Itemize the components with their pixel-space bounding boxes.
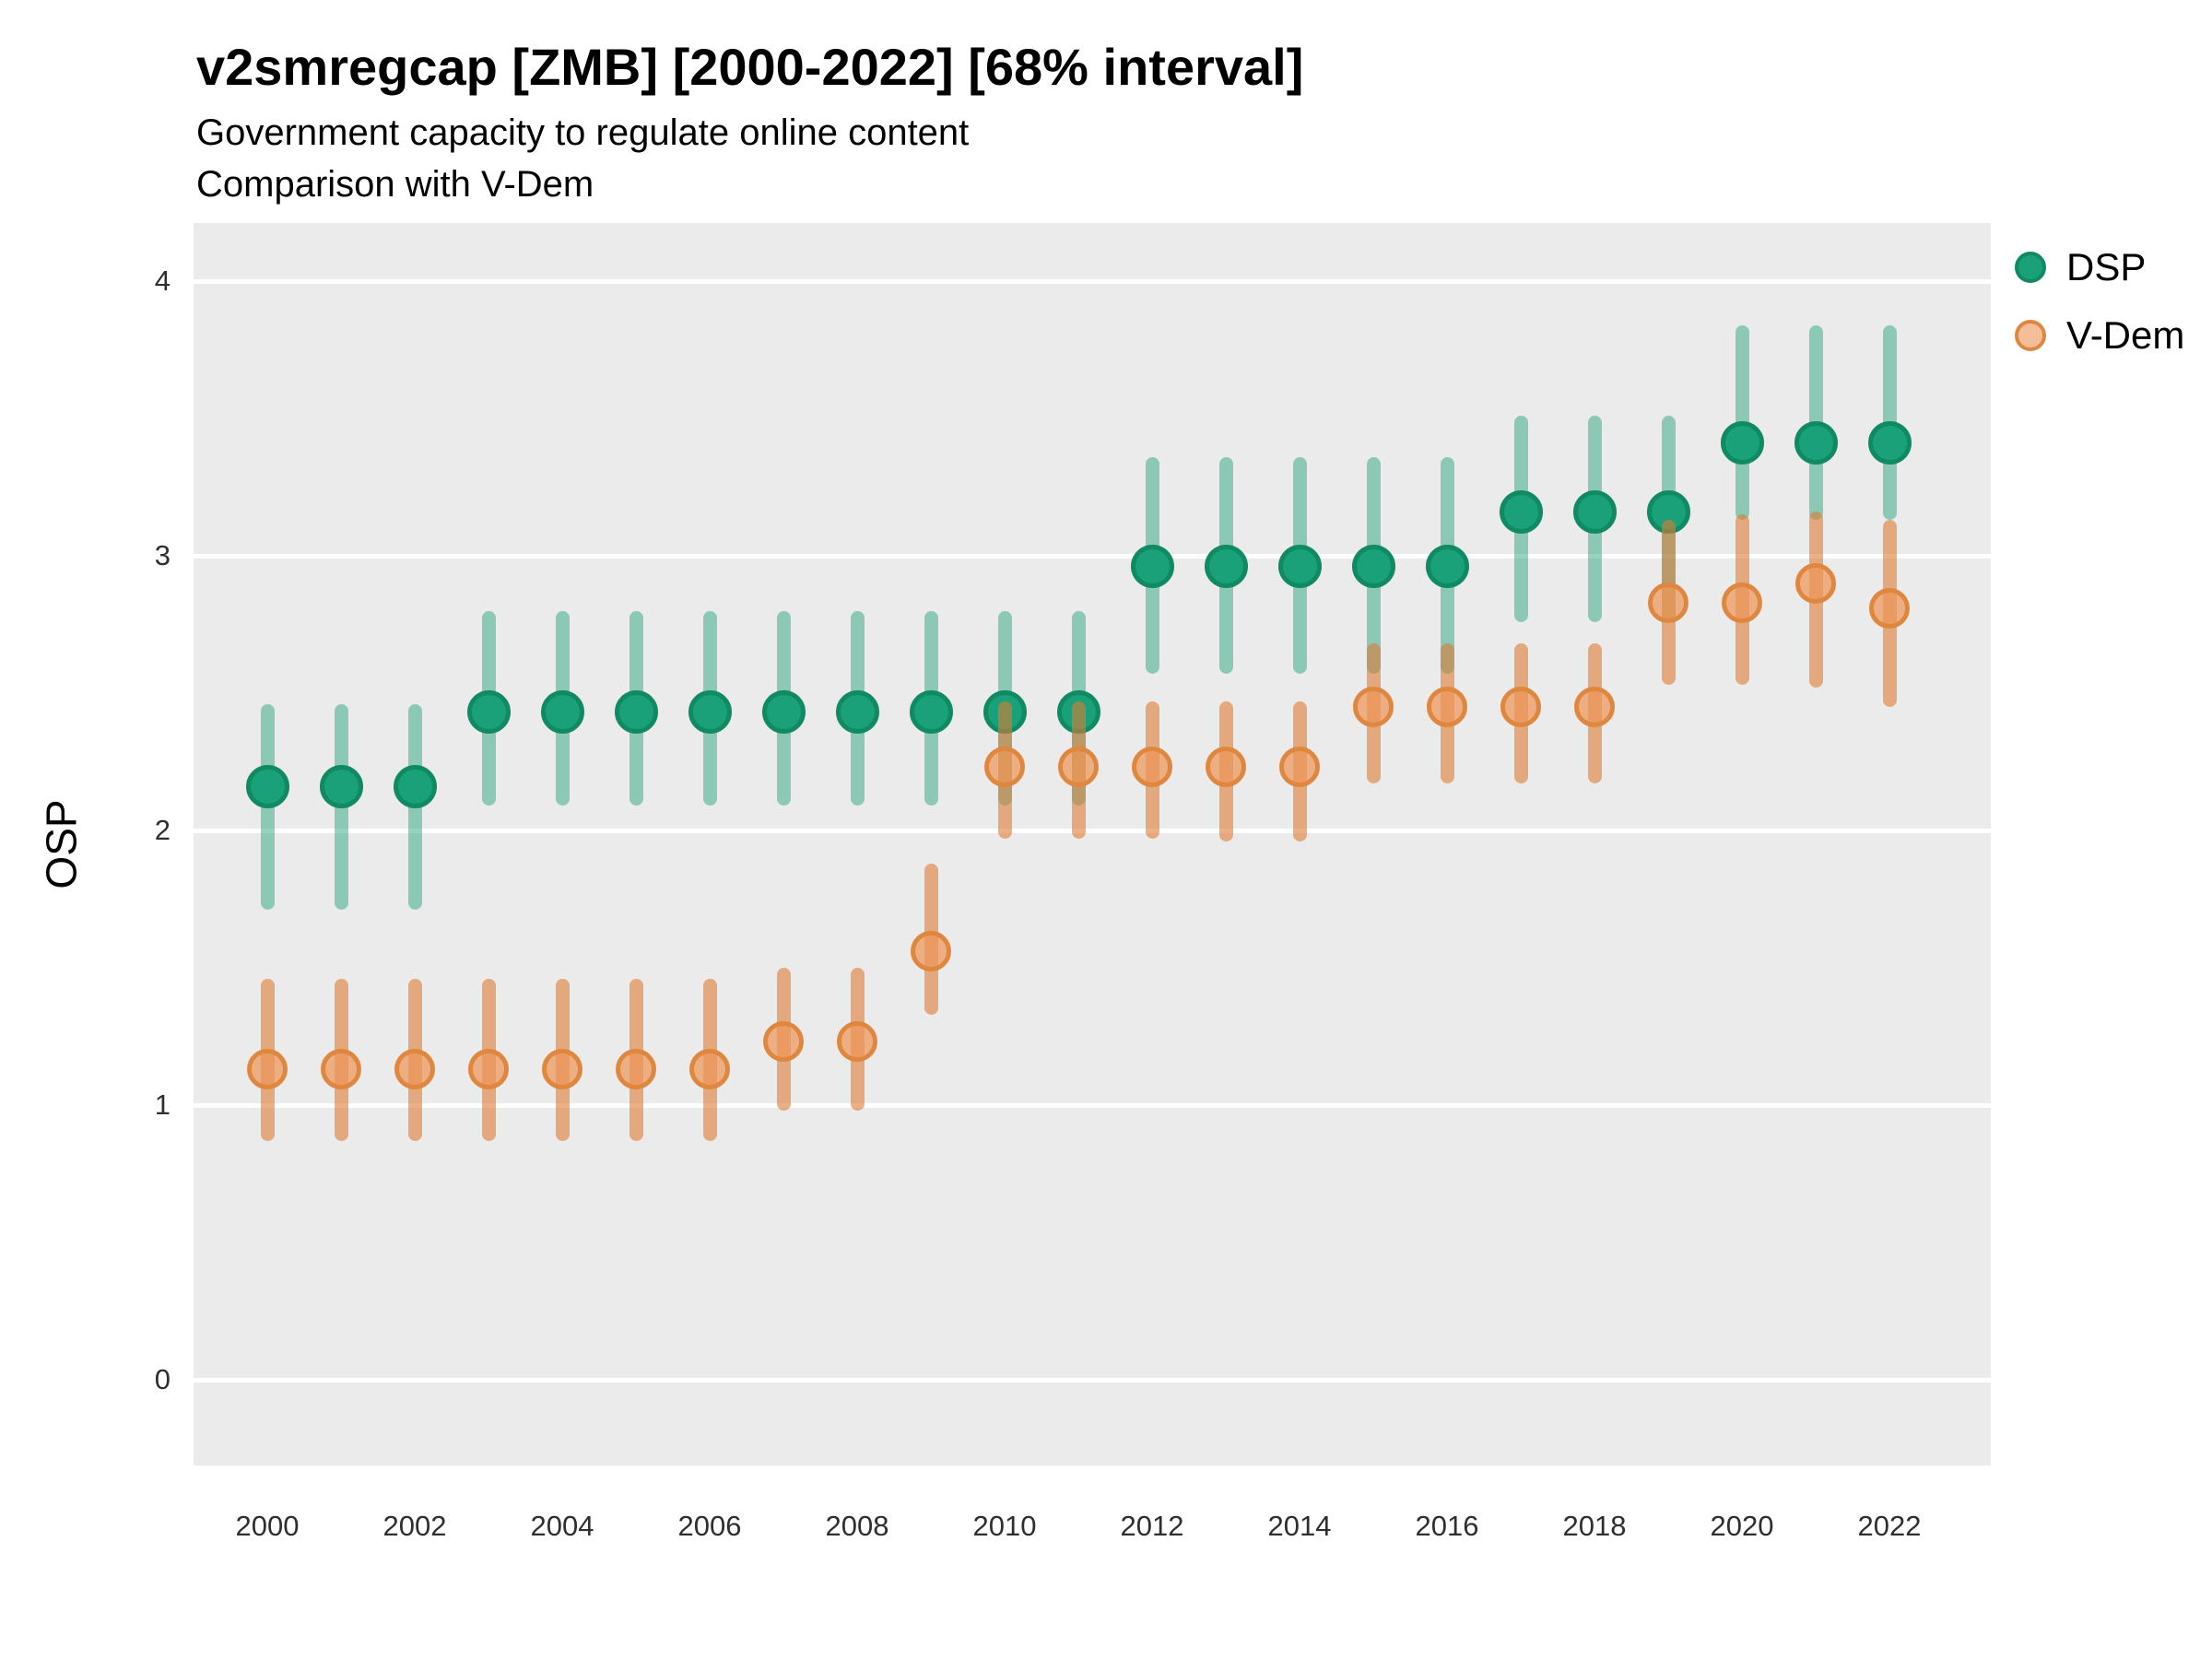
legend-item-vdem: V-Dem (2015, 313, 2184, 358)
x-tick-label-2014: 2014 (1267, 1510, 1332, 1542)
dsp-point-2012 (1130, 545, 1174, 589)
y-axis-title: OSP (37, 799, 86, 889)
x-tick-label-2006: 2006 (677, 1510, 742, 1542)
chart-subtitle-line1: Government capacity to regulate online c… (196, 112, 970, 153)
y-tick-label-4: 4 (154, 265, 171, 297)
vdem-point-2011 (1058, 747, 1099, 788)
vdem-point-2005 (616, 1049, 656, 1090)
chart-title: v2smregcap [ZMB] [2000-2022] [68% interv… (196, 38, 1304, 96)
dsp-point-2003 (466, 690, 511, 735)
vdem-point-2002 (394, 1049, 435, 1090)
y-tick-label-0: 0 (154, 1363, 171, 1395)
vdem-point-2020 (1722, 582, 1762, 623)
vdem-point-2022 (1869, 587, 1910, 629)
dsp-point-2021 (1794, 421, 1838, 465)
gridline-y-1 (194, 1102, 1991, 1108)
dsp-point-2017 (1499, 489, 1543, 534)
vdem-point-2006 (689, 1049, 730, 1090)
gridline-y-4 (194, 278, 1991, 284)
x-tick-label-2020: 2020 (1710, 1510, 1774, 1542)
dsp-point-2020 (1720, 421, 1764, 465)
vdem-point-2001 (321, 1049, 361, 1090)
dsp-point-2022 (1867, 421, 1912, 465)
vdem-point-2021 (1795, 562, 1836, 604)
dsp-point-2016 (1425, 545, 1469, 589)
vdem-point-2010 (984, 747, 1025, 788)
x-tick-label-2000: 2000 (235, 1510, 300, 1542)
dsp-point-2008 (835, 690, 879, 735)
dsp-point-2001 (319, 764, 363, 808)
dsp-point-2014 (1277, 545, 1322, 589)
dsp-point-2000 (245, 764, 289, 808)
vdem-point-2008 (837, 1021, 877, 1063)
legend-item-dsp: DSP (2015, 245, 2184, 289)
dsp-point-2006 (688, 690, 732, 735)
legend: DSP V-Dem (2015, 245, 2184, 382)
gridline-y-2 (194, 828, 1991, 833)
dsp-point-2007 (761, 690, 806, 735)
dsp-point-2004 (540, 690, 584, 735)
vdem-point-2017 (1500, 686, 1541, 727)
y-tick-label-3: 3 (154, 539, 171, 571)
x-tick-label-2010: 2010 (972, 1510, 1037, 1542)
vdem-point-2016 (1427, 686, 1467, 727)
y-tick-label-1: 1 (154, 1088, 171, 1121)
vdem-legend-dot-icon (2015, 320, 2046, 351)
x-tick-label-2022: 2022 (1857, 1510, 1922, 1542)
vdem-point-2009 (911, 931, 951, 972)
x-tick-label-2018: 2018 (1562, 1510, 1627, 1542)
dsp-point-2005 (614, 690, 658, 735)
vdem-point-2013 (1206, 747, 1246, 788)
legend-label-vdem: V-Dem (2066, 313, 2185, 357)
vdem-point-2018 (1574, 686, 1615, 727)
dsp-point-2002 (393, 764, 437, 808)
gridline-y-0 (194, 1377, 1991, 1382)
x-tick-label-2008: 2008 (825, 1510, 889, 1542)
legend-label-dsp: DSP (2066, 245, 2147, 288)
chart-subtitle-line2: Comparison with V-Dem (196, 164, 594, 205)
vdem-point-2003 (468, 1049, 509, 1090)
gridline-y-3 (194, 553, 1991, 559)
vdem-point-2012 (1132, 747, 1172, 788)
vdem-point-2019 (1648, 582, 1688, 623)
y-tick-label-2: 2 (154, 814, 171, 846)
vdem-point-2015 (1353, 686, 1394, 727)
dsp-point-2013 (1204, 545, 1248, 589)
dsp-point-2009 (909, 690, 953, 735)
vdem-point-2000 (247, 1049, 288, 1090)
x-tick-label-2004: 2004 (530, 1510, 594, 1542)
vdem-point-2007 (763, 1021, 804, 1063)
dsp-point-2015 (1351, 545, 1395, 589)
x-tick-label-2012: 2012 (1120, 1510, 1184, 1542)
x-tick-label-2016: 2016 (1415, 1510, 1479, 1542)
dsp-point-2018 (1572, 489, 1617, 534)
vdem-point-2014 (1279, 747, 1320, 788)
plot-panel (194, 223, 1991, 1465)
dsp-legend-dot-icon (2015, 252, 2046, 283)
vdem-point-2004 (542, 1049, 582, 1090)
x-tick-label-2002: 2002 (382, 1510, 447, 1542)
